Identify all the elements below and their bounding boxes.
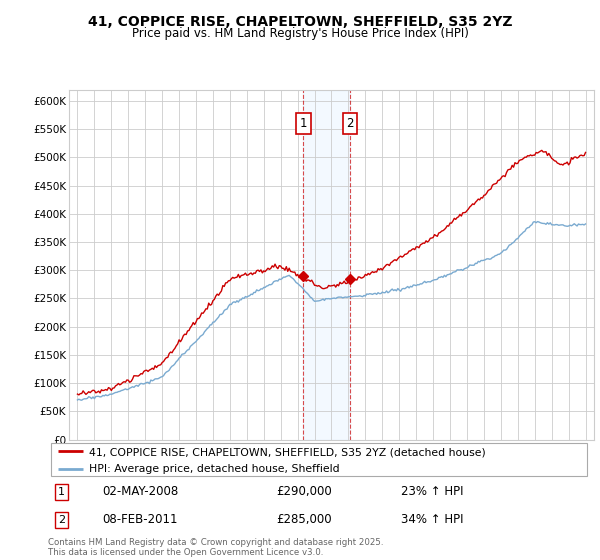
- Text: Price paid vs. HM Land Registry's House Price Index (HPI): Price paid vs. HM Land Registry's House …: [131, 27, 469, 40]
- Text: 02-MAY-2008: 02-MAY-2008: [103, 485, 179, 498]
- Text: Contains HM Land Registry data © Crown copyright and database right 2025.
This d: Contains HM Land Registry data © Crown c…: [48, 538, 383, 557]
- Text: £285,000: £285,000: [276, 514, 332, 526]
- Text: 1: 1: [299, 117, 307, 130]
- Text: 34% ↑ HPI: 34% ↑ HPI: [401, 514, 463, 526]
- Bar: [303, 90, 350, 440]
- Text: 2: 2: [346, 117, 354, 130]
- Text: £290,000: £290,000: [276, 485, 332, 498]
- Text: 08-FEB-2011: 08-FEB-2011: [103, 514, 178, 526]
- Text: 1: 1: [58, 487, 65, 497]
- Text: HPI: Average price, detached house, Sheffield: HPI: Average price, detached house, Shef…: [89, 464, 340, 474]
- Text: 23% ↑ HPI: 23% ↑ HPI: [401, 485, 463, 498]
- Text: 41, COPPICE RISE, CHAPELTOWN, SHEFFIELD, S35 2YZ (detached house): 41, COPPICE RISE, CHAPELTOWN, SHEFFIELD,…: [89, 447, 485, 457]
- Text: 41, COPPICE RISE, CHAPELTOWN, SHEFFIELD, S35 2YZ: 41, COPPICE RISE, CHAPELTOWN, SHEFFIELD,…: [88, 15, 512, 29]
- Text: 2: 2: [58, 515, 65, 525]
- FancyBboxPatch shape: [51, 443, 587, 477]
